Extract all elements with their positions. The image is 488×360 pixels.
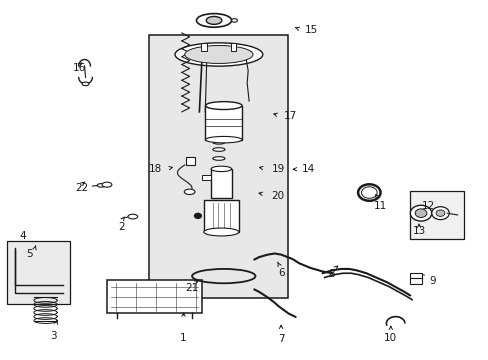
Ellipse shape	[212, 140, 224, 144]
Bar	[203, 200, 239, 232]
Text: 3: 3	[50, 331, 57, 341]
Ellipse shape	[206, 17, 222, 24]
Bar	[230, 43, 236, 51]
Bar	[409, 278, 422, 284]
Ellipse shape	[102, 182, 112, 187]
Text: 20: 20	[271, 191, 284, 201]
Text: 11: 11	[373, 201, 386, 211]
Bar	[409, 191, 463, 239]
Text: 14: 14	[302, 164, 315, 174]
Bar	[201, 43, 207, 51]
Ellipse shape	[175, 43, 262, 66]
Text: 13: 13	[411, 226, 425, 236]
Text: 19: 19	[271, 164, 284, 174]
Ellipse shape	[82, 82, 89, 86]
Text: 5: 5	[26, 248, 33, 258]
Bar	[107, 280, 202, 314]
Bar	[186, 157, 195, 165]
Circle shape	[414, 209, 426, 217]
Ellipse shape	[212, 148, 224, 151]
Text: 15: 15	[304, 25, 317, 35]
Text: 16: 16	[73, 63, 86, 73]
Bar	[211, 169, 231, 198]
Text: 8: 8	[328, 269, 334, 279]
Ellipse shape	[211, 166, 231, 172]
Bar	[409, 273, 422, 279]
Ellipse shape	[184, 45, 252, 63]
Ellipse shape	[196, 14, 231, 27]
Text: 10: 10	[384, 333, 397, 343]
Bar	[149, 35, 288, 298]
Ellipse shape	[97, 184, 105, 187]
Ellipse shape	[231, 19, 237, 22]
Ellipse shape	[184, 189, 195, 194]
Bar	[202, 175, 211, 180]
Circle shape	[435, 210, 444, 216]
Text: 18: 18	[148, 164, 161, 174]
Text: 7: 7	[277, 333, 284, 343]
Text: 12: 12	[421, 201, 434, 211]
Ellipse shape	[128, 214, 138, 219]
Text: 21: 21	[184, 283, 198, 293]
Text: 1: 1	[180, 333, 186, 343]
Ellipse shape	[212, 157, 224, 160]
Text: 22: 22	[75, 183, 88, 193]
Ellipse shape	[205, 136, 242, 143]
Circle shape	[431, 207, 448, 220]
Bar	[205, 105, 242, 140]
Text: 2: 2	[119, 222, 125, 231]
Ellipse shape	[203, 228, 239, 236]
Text: 6: 6	[277, 268, 284, 278]
Circle shape	[194, 213, 201, 219]
Circle shape	[409, 205, 431, 221]
Bar	[6, 241, 70, 304]
Text: 4: 4	[20, 231, 26, 240]
Ellipse shape	[205, 102, 242, 109]
Text: 9: 9	[429, 276, 435, 286]
Text: 17: 17	[283, 111, 296, 121]
